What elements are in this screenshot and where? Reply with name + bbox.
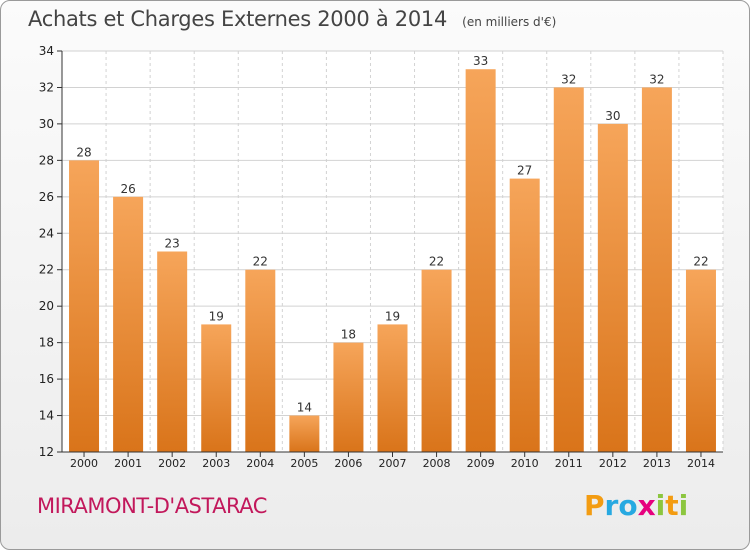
y-tick-label: 12 [39,445,54,459]
bar-value-label: 22 [693,255,708,269]
y-tick-label: 28 [39,153,54,167]
x-tick-label: 2002 [158,457,186,470]
bar-value-label: 18 [341,328,356,342]
bar-value-label: 23 [165,237,180,251]
y-tick-label: 32 [39,80,54,94]
logo-letter: P [584,489,605,522]
bars-layer: 28 26 23 19 22 14 18 19 22 33 27 32 30 32 22 [69,54,716,453]
bar-value-label: 28 [76,145,91,159]
bar [157,251,188,452]
chart-subtitle: (en milliers d'€) [462,15,557,29]
bar [69,160,100,452]
bar [245,269,276,452]
x-tick-label: 2005 [290,457,318,470]
bar [113,196,144,452]
x-tick-label: 2003 [202,457,230,470]
x-tick-label: 2011 [555,457,583,470]
logo-letter: o [618,489,638,522]
x-tick-label: 2004 [246,457,274,470]
bar [377,324,408,452]
chart-title: Achats et Charges Externes 2000 à 2014 [28,7,448,31]
chart-title-block: Achats et Charges Externes 2000 à 2014 (… [28,7,556,31]
y-tick-label: 18 [39,336,54,350]
y-tick-label: 16 [39,372,54,386]
bar-value-label: 33 [473,54,488,68]
bar-value-label: 26 [120,182,135,196]
x-tick-label: 2007 [379,457,407,470]
x-tick-label: 2014 [687,457,715,470]
bar [421,269,452,452]
x-tick-label: 2012 [599,457,627,470]
y-tick-label: 22 [39,263,54,277]
bar [289,415,320,452]
bar [685,269,716,452]
commune-name: MIRAMONT-D'ASTARAC [37,494,267,518]
proxiti-logo: Proxiti [584,489,688,522]
bar-value-label: 19 [385,309,400,323]
logo-letter: t [665,489,679,522]
bar-value-label: 30 [605,109,620,123]
y-tick-label: 26 [39,190,54,204]
x-tick-label: 2000 [70,457,98,470]
bar [641,87,672,453]
x-tick-label: 2001 [114,457,142,470]
y-tick-label: 24 [39,226,54,240]
bar-value-label: 22 [253,255,268,269]
bar [553,87,584,453]
y-tick-label: 20 [39,299,54,313]
bar [509,178,540,452]
y-tick-label: 14 [39,409,54,423]
bar-value-label: 32 [649,72,664,86]
bar-value-label: 19 [209,309,224,323]
x-tick-label: 2010 [511,457,539,470]
bar-value-label: 14 [297,401,312,415]
x-tick-label: 2008 [423,457,451,470]
logo-letter: i [655,489,666,522]
bar-value-label: 27 [517,164,532,178]
y-tick-label: 34 [39,44,54,58]
y-tick-label: 30 [39,117,54,131]
bar-value-label: 22 [429,255,444,269]
x-tick-label: 2013 [643,457,671,470]
logo-letter: i [678,489,689,522]
bar [465,69,496,453]
x-tick-label: 2009 [467,457,495,470]
logo-letter: r [604,489,619,522]
bar-value-label: 32 [561,72,576,86]
bar [597,123,628,452]
logo-letter: x [637,489,656,522]
bar [201,324,232,452]
axis-layer: 12 14 16 18 20 22 24 26 28 30 32 34 2000 2001 2002 2003… [39,44,723,470]
bar [333,342,364,452]
x-tick-label: 2006 [334,457,362,470]
